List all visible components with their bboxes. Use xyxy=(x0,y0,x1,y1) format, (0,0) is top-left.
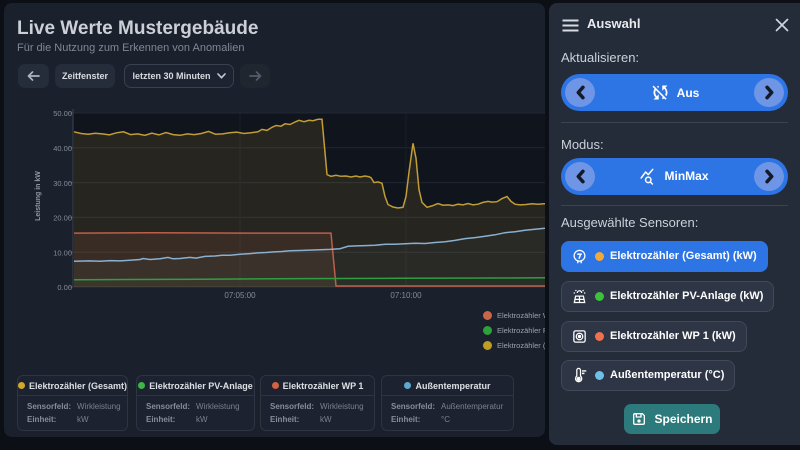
svg-text:10.00: 10.00 xyxy=(53,248,72,257)
svg-text:50.00: 50.00 xyxy=(53,109,72,118)
svg-text:40.00: 40.00 xyxy=(53,144,72,153)
svg-text:Leistung in kW: Leistung in kW xyxy=(35,171,42,221)
svg-text:07:05:00: 07:05:00 xyxy=(224,291,256,300)
svg-text:0.00: 0.00 xyxy=(57,283,72,292)
svg-text:20.00: 20.00 xyxy=(53,214,72,223)
svg-text:07:10:00: 07:10:00 xyxy=(390,291,422,300)
svg-text:30.00: 30.00 xyxy=(53,179,72,188)
